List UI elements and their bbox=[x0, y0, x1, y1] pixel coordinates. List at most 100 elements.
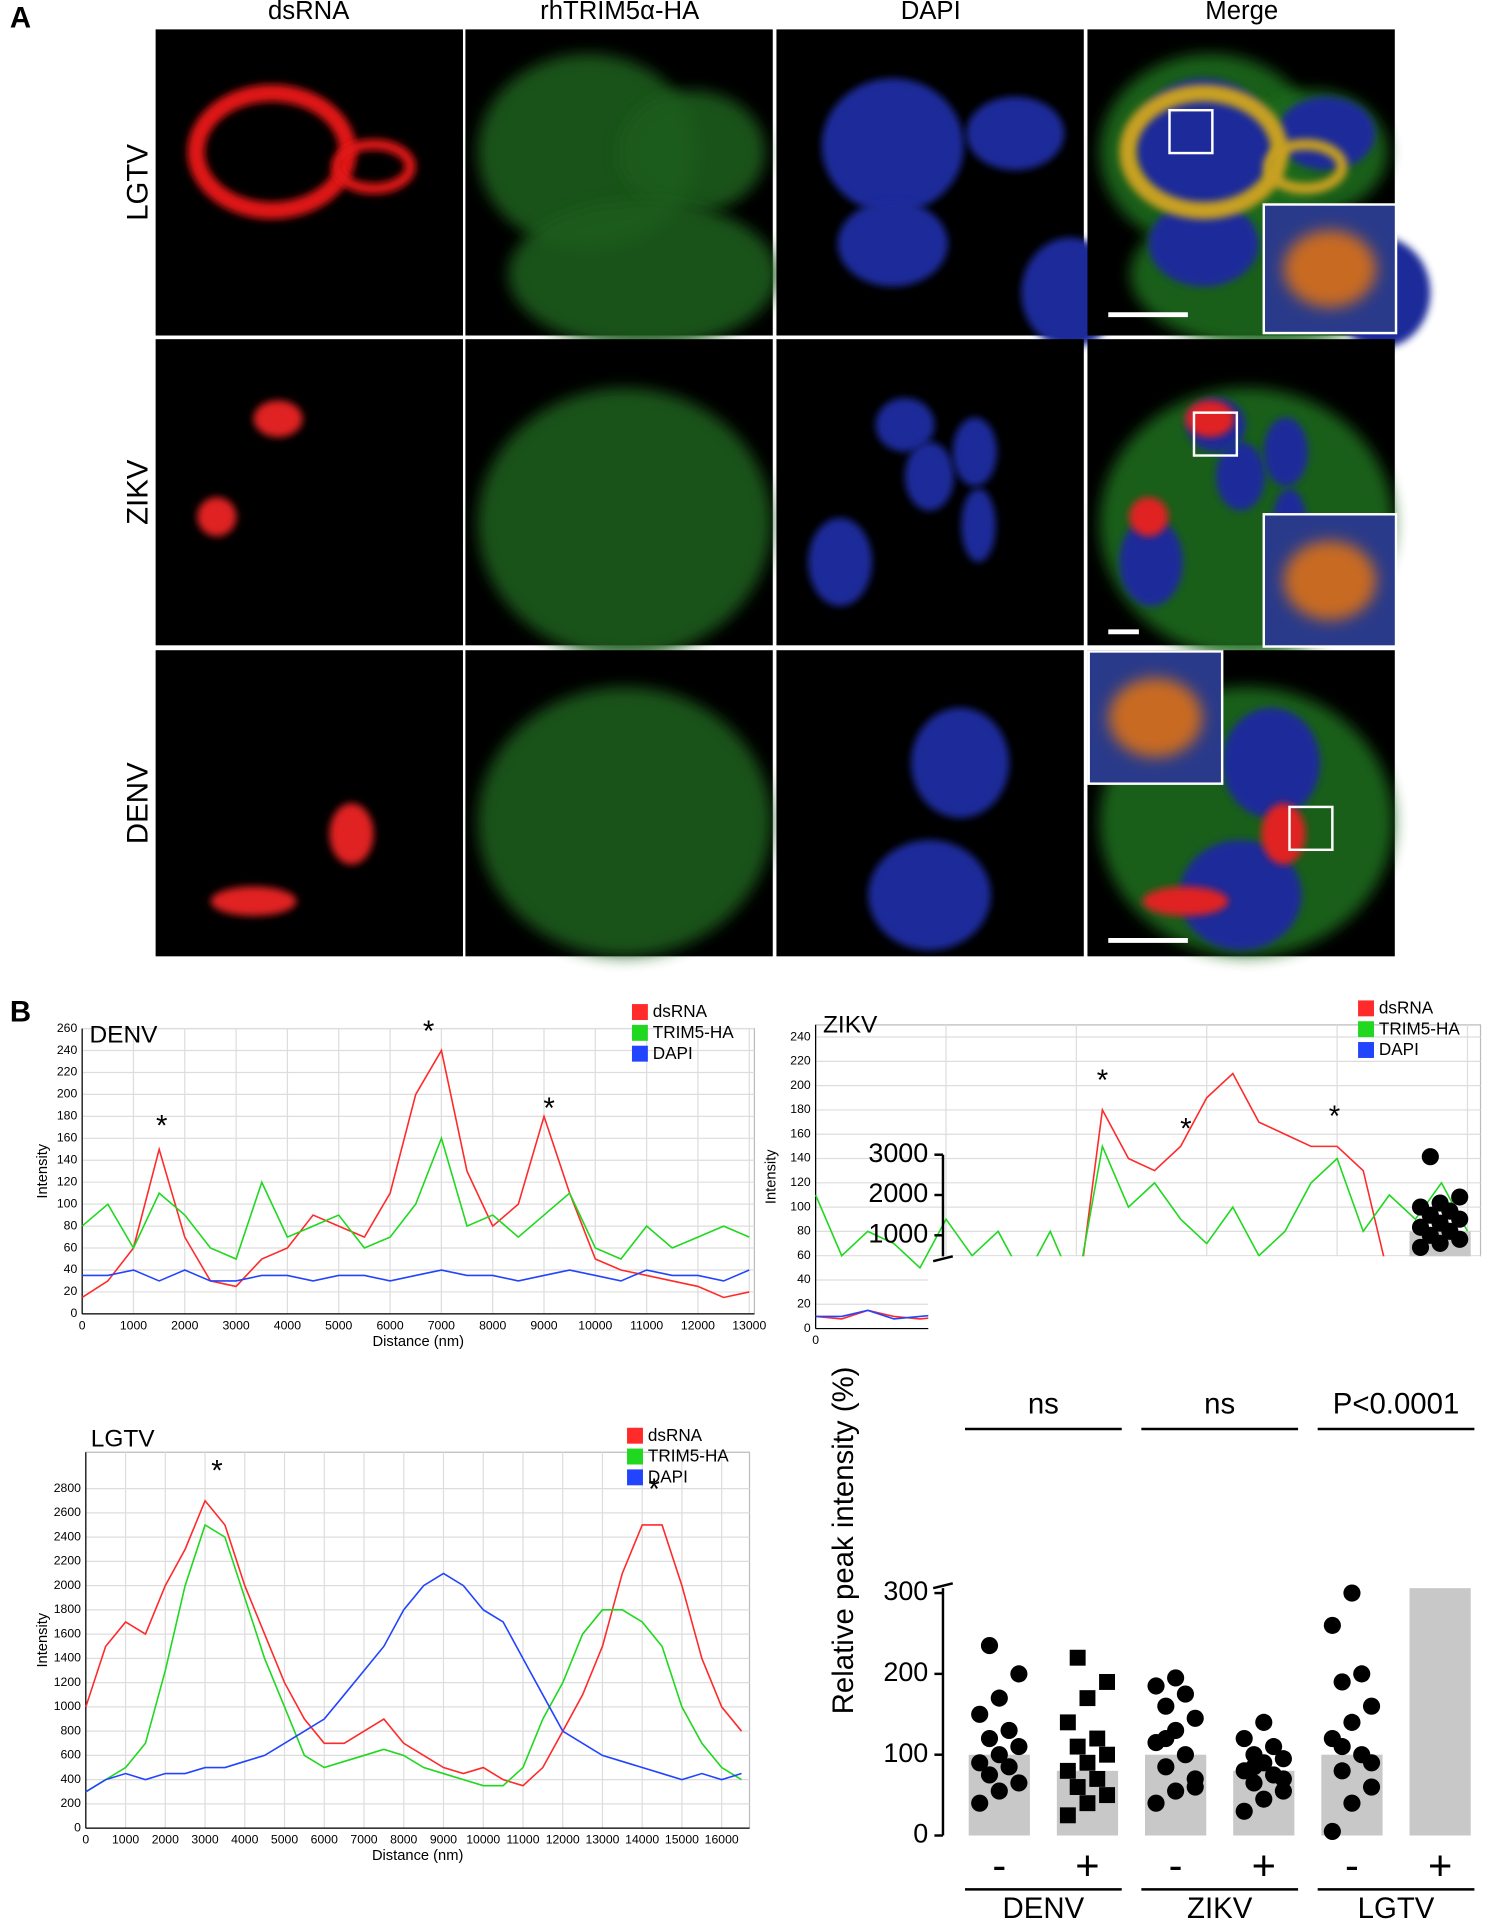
inset-signal bbox=[1283, 540, 1377, 621]
row-label: LGTV bbox=[121, 144, 154, 221]
legend-swatch bbox=[627, 1448, 643, 1465]
column-header: DAPI bbox=[901, 0, 961, 25]
inset-signal bbox=[1283, 230, 1377, 308]
y-tick-label: 2000 bbox=[54, 1578, 81, 1592]
chart-title: ZIKV bbox=[823, 1012, 878, 1039]
comparison-label: ns bbox=[1028, 1387, 1059, 1420]
y-tick-label: 260 bbox=[57, 1021, 78, 1035]
legend-swatch bbox=[631, 1024, 648, 1041]
x-axis-label: Distance (nm) bbox=[373, 1334, 464, 1350]
x-tick-label: 10000 bbox=[466, 1833, 500, 1847]
y-tick-label: 180 bbox=[57, 1109, 78, 1123]
data-point bbox=[1323, 1616, 1341, 1634]
y-tick-label: 1800 bbox=[54, 1602, 81, 1616]
data-point bbox=[980, 1729, 999, 1748]
data-point bbox=[1176, 1746, 1194, 1764]
comparison-label: ns bbox=[1204, 1387, 1235, 1420]
legend-label: DAPI bbox=[653, 1043, 693, 1063]
data-point bbox=[1255, 1713, 1273, 1731]
micrograph bbox=[776, 650, 1084, 957]
series-line bbox=[81, 1135, 750, 1261]
micrograph-content bbox=[477, 388, 772, 658]
y-tick-label: 40 bbox=[797, 1272, 811, 1286]
peak-marker: * bbox=[423, 1015, 434, 1048]
data-point bbox=[1186, 1709, 1204, 1727]
data-point bbox=[1010, 1774, 1028, 1792]
data-point bbox=[1069, 1649, 1086, 1666]
y-tick-label: 120 bbox=[790, 1175, 811, 1189]
data-point bbox=[1255, 1790, 1273, 1808]
micrograph bbox=[465, 339, 773, 658]
y-tick-label: 2000 bbox=[868, 1178, 928, 1208]
data-point bbox=[1411, 1238, 1430, 1256]
data-point bbox=[1265, 1738, 1283, 1756]
series-line bbox=[85, 1523, 742, 1793]
data-point bbox=[1333, 1738, 1351, 1756]
data-point bbox=[1245, 1758, 1263, 1776]
x-tick-label: 11000 bbox=[506, 1833, 539, 1847]
inset-signal bbox=[1108, 677, 1203, 758]
data-point bbox=[1235, 1729, 1253, 1748]
nucleus bbox=[952, 417, 997, 487]
data-point bbox=[1186, 1778, 1204, 1796]
nucleus bbox=[868, 840, 991, 951]
micrograph bbox=[155, 29, 463, 336]
data-point bbox=[1079, 1690, 1096, 1707]
y-tick-label: 240 bbox=[790, 1029, 811, 1043]
legend-swatch bbox=[1358, 1021, 1374, 1038]
nucleus bbox=[1277, 96, 1376, 171]
y-axis-label: Intensity bbox=[763, 1149, 779, 1204]
x-tick-label: 7000 bbox=[428, 1318, 455, 1332]
x-tick-label: + bbox=[1252, 1842, 1276, 1889]
micrograph bbox=[776, 29, 1120, 348]
x-tick-label: 16000 bbox=[705, 1833, 739, 1847]
line-chart: 0 200 400 600 800 1000 1200 1400 1600 1800 2000 220… bbox=[35, 1425, 751, 1864]
y-tick-label: 140 bbox=[57, 1152, 78, 1166]
y-tick-label: 180 bbox=[790, 1102, 811, 1116]
group-label: DENV bbox=[1003, 1892, 1085, 1920]
plot-frame bbox=[81, 1027, 756, 1315]
roi-box bbox=[1288, 805, 1334, 852]
y-tick-label: 20 bbox=[64, 1284, 78, 1298]
legend-label: dsRNA bbox=[653, 1001, 708, 1021]
dsrna-signal bbox=[197, 497, 237, 537]
y-tick-label: 2800 bbox=[54, 1481, 81, 1495]
data-point bbox=[1323, 1822, 1341, 1841]
data-point bbox=[1333, 1762, 1351, 1780]
nucleus bbox=[1119, 517, 1183, 607]
nucleus bbox=[837, 200, 948, 287]
data-point bbox=[1362, 1697, 1381, 1715]
data-point bbox=[1343, 1794, 1361, 1812]
x-tick-label: 13000 bbox=[585, 1833, 619, 1847]
x-tick-label: - bbox=[1169, 1842, 1183, 1889]
column-header: dsRNA bbox=[268, 0, 350, 25]
data-point bbox=[1245, 1774, 1263, 1792]
nucleus bbox=[1222, 707, 1321, 818]
y-tick-label: 60 bbox=[797, 1248, 811, 1262]
y-tick-label: 2400 bbox=[54, 1529, 81, 1543]
data-point bbox=[1176, 1685, 1194, 1703]
nucleus bbox=[905, 442, 954, 511]
micrograph-content bbox=[808, 397, 997, 607]
data-point bbox=[1010, 1738, 1028, 1756]
y-tick-label: 400 bbox=[61, 1772, 82, 1786]
legend-label: TRIM5-HA bbox=[648, 1446, 729, 1466]
bar-chart: 0 100 200 300 1000 2000 3000 - + - + - + DENV ns ZIKV ns… bbox=[827, 1138, 1485, 1920]
data-point bbox=[990, 1746, 1008, 1764]
y-tick-label: 40 bbox=[64, 1262, 78, 1276]
y-tick-label: 1400 bbox=[54, 1651, 81, 1665]
data-point bbox=[990, 1782, 1008, 1800]
y-tick-label: 80 bbox=[797, 1224, 811, 1238]
data-point bbox=[971, 1705, 989, 1723]
micrograph-content bbox=[197, 400, 303, 537]
x-tick-label: 12000 bbox=[681, 1318, 715, 1332]
micrograph bbox=[465, 650, 773, 957]
row-label: DENV bbox=[121, 762, 154, 844]
legend-swatch bbox=[631, 1004, 648, 1020]
micrograph-content bbox=[477, 686, 772, 957]
data-point bbox=[990, 1689, 1008, 1707]
column-header: rhTRIM5α-HA bbox=[540, 0, 700, 25]
x-tick-label: 14000 bbox=[625, 1833, 659, 1847]
data-point bbox=[1069, 1738, 1086, 1755]
cytoplasm bbox=[508, 200, 778, 348]
